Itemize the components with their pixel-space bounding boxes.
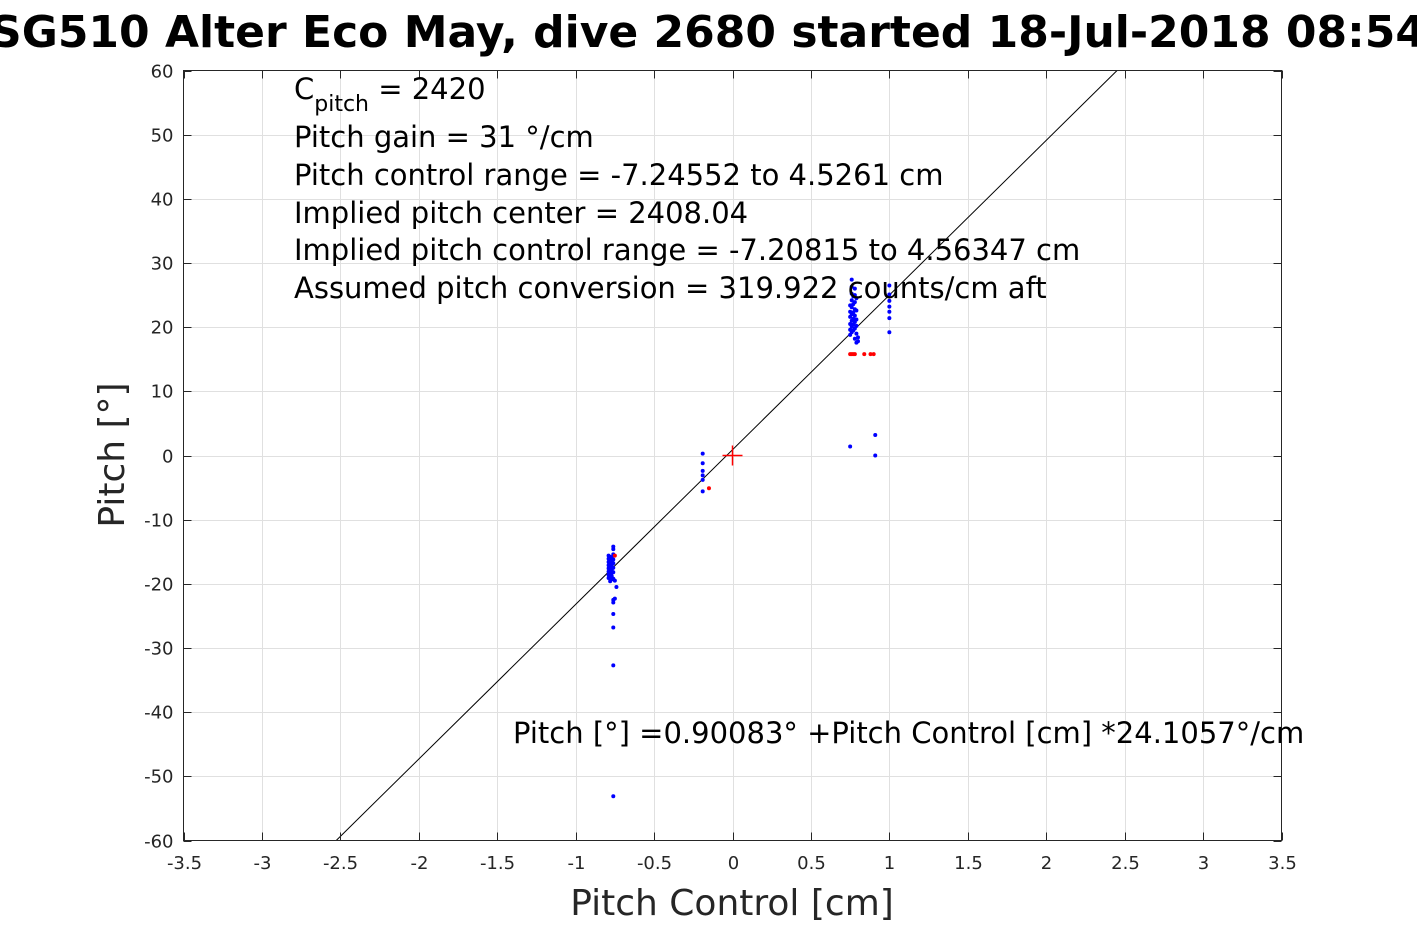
chart-title: SG510 Alter Eco May, dive 2680 started 1… [0, 7, 1417, 58]
y-tick-label: 60 [151, 62, 174, 83]
data-point [887, 298, 892, 303]
grid [183, 70, 1282, 841]
y-tick-label: 50 [151, 126, 174, 147]
data-point [873, 432, 878, 437]
data-point [854, 323, 859, 328]
data-point [852, 286, 857, 291]
data-point [851, 316, 856, 321]
data-point [611, 600, 616, 605]
data-point [848, 444, 853, 449]
y-axis-label: Pitch [°] [92, 382, 133, 527]
data-point [862, 352, 867, 357]
data-point [611, 570, 616, 575]
data-point [611, 625, 616, 630]
annotation-implied-pitch-center: Implied pitch center = 2408.04 [294, 196, 748, 230]
data-point [887, 316, 892, 321]
data-point [700, 468, 705, 473]
annotation-pitch-conversion: Assumed pitch conversion = 319.922 count… [294, 271, 1047, 305]
data-point [611, 794, 616, 799]
data-point [855, 339, 860, 344]
y-tick-label: -30 [144, 639, 173, 660]
data-point [849, 277, 854, 282]
data-point [700, 473, 705, 478]
y-tick-label: -40 [144, 703, 173, 724]
data-point [852, 293, 857, 298]
data-point [851, 310, 856, 315]
y-tick-label: 10 [151, 382, 174, 403]
data-points [606, 277, 892, 799]
data-point [852, 300, 857, 305]
data-point [849, 284, 854, 289]
data-point [611, 663, 616, 668]
y-tick-label: -10 [144, 511, 173, 532]
data-point [612, 596, 617, 601]
x-tick-label: -0.5 [637, 853, 672, 874]
data-point [854, 317, 859, 322]
fit-equation-text: Pitch [°] =0.90083° +Pitch Control [cm] … [513, 716, 1304, 750]
data-point [700, 489, 705, 494]
y-tick-label: 40 [151, 190, 174, 211]
x-tick-label: 0.5 [797, 853, 826, 874]
annotation-block: Cpitch = 2420 Pitch gain = 31 °/cm Pitch… [294, 72, 1080, 305]
x-tick-label: 3 [1198, 853, 1209, 874]
data-point [611, 611, 616, 616]
annotation-pitch-control-range: Pitch control range = -7.24552 to 4.5261… [294, 158, 943, 192]
data-point [855, 335, 860, 340]
x-tick-label: 1 [884, 853, 895, 874]
data-point [700, 451, 705, 456]
annotation-pitch-gain: Pitch gain = 31 °/cm [294, 120, 594, 154]
data-point [887, 330, 892, 335]
plot-frame [183, 70, 1282, 841]
data-point [611, 547, 616, 552]
data-point [612, 553, 617, 558]
y-tick-label: 30 [151, 254, 174, 275]
axis-ticks: -3.5 -3 -2.5 -2 -1.5 -1 -0.5 0 0.5 1 1.5 2 2.5 3 3.5 -6… [144, 62, 1297, 875]
center-marker-group [722, 445, 743, 466]
data-point [700, 461, 705, 466]
data-point [611, 561, 616, 566]
data-point [849, 298, 854, 303]
x-tick-label: 2.5 [1111, 853, 1140, 874]
x-tick-label: -3.5 [167, 853, 202, 874]
x-tick-label: 2 [1041, 853, 1052, 874]
data-point [852, 352, 857, 357]
data-point [887, 304, 892, 309]
x-axis-label: Pitch Control [cm] [570, 883, 894, 924]
y-tick-label: 0 [162, 447, 173, 468]
data-point [849, 305, 854, 310]
y-tick-label: -20 [144, 575, 173, 596]
data-point [611, 565, 616, 570]
data-point [611, 557, 616, 562]
x-tick-label: -3 [254, 853, 272, 874]
annotation-implied-control-range: Implied pitch control range = -7.20815 t… [294, 233, 1080, 267]
data-point [700, 477, 705, 482]
data-point [887, 309, 892, 314]
data-point [868, 352, 873, 357]
data-point [854, 331, 859, 336]
data-point [612, 578, 617, 583]
data-point [852, 313, 857, 318]
y-tick-label: -60 [144, 832, 173, 853]
x-tick-label: 0 [728, 853, 739, 874]
data-point [887, 283, 892, 288]
x-tick-label: 1.5 [954, 853, 983, 874]
annotation-c-pitch: Cpitch = 2420 [294, 72, 486, 117]
y-tick-label: -50 [144, 767, 173, 788]
x-tick-label: -2.5 [323, 853, 358, 874]
x-tick-label: -1.5 [480, 853, 515, 874]
x-tick-label: 3.5 [1268, 853, 1297, 874]
y-tick-label: 20 [151, 318, 174, 339]
x-tick-label: -1 [568, 853, 586, 874]
x-tick-label: -2 [411, 853, 429, 874]
data-point [852, 336, 857, 341]
data-point [871, 352, 876, 357]
data-point [873, 453, 878, 458]
data-point [854, 308, 859, 313]
data-point [614, 585, 619, 590]
data-point [706, 486, 711, 491]
data-point [854, 296, 859, 301]
data-point [887, 292, 892, 297]
